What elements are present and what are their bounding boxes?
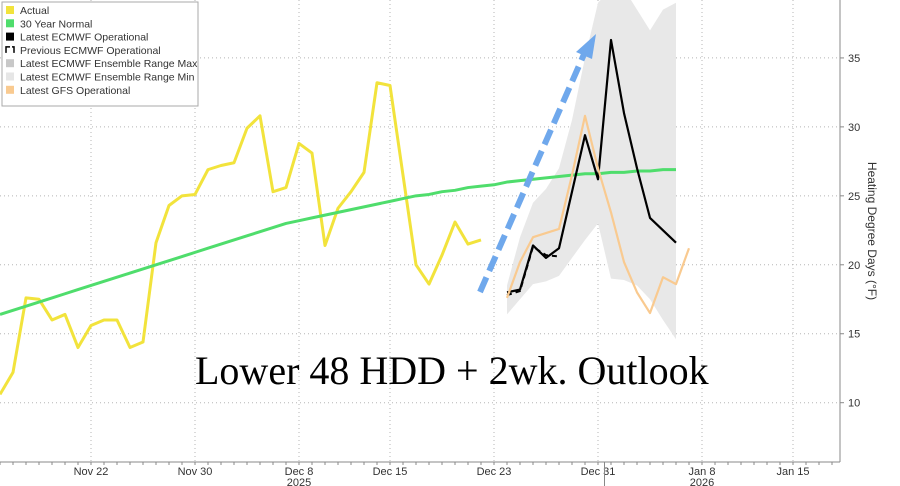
legend-swatch <box>6 59 14 68</box>
y-tick-label: 10 <box>848 398 860 410</box>
legend-swatch <box>6 32 14 41</box>
y-tick-label: 20 <box>848 260 860 272</box>
legend-label: Latest ECMWF Ensemble Range Max <box>20 58 198 70</box>
legend-label: 30 Year Normal <box>20 18 92 30</box>
legend-label: Latest ECMWF Ensemble Range Min <box>20 72 195 84</box>
x-tick-label: Dec 23 <box>477 466 512 478</box>
legend-swatch <box>6 6 14 14</box>
y-tick-label: 30 <box>848 122 860 134</box>
annotation: Lower 48 HDD + 2wk. Outlook <box>195 348 709 393</box>
legend-label: Previous ECMWF Operational <box>20 45 161 57</box>
x-tick-label: Dec 8 <box>285 466 314 478</box>
legend-box <box>1 1 199 107</box>
legend-label: Latest ECMWF Operational <box>20 32 148 44</box>
year-label: 2026 <box>690 477 714 486</box>
plot-area <box>0 0 691 396</box>
x-tick-label: Dec 15 <box>373 466 408 478</box>
year-label: 2025 <box>287 477 311 486</box>
legend-swatch <box>6 85 14 94</box>
series-line <box>506 38 677 294</box>
legend-label: Latest GFS Operational <box>20 85 130 97</box>
x-tick-label: Dec 31 <box>581 466 616 478</box>
x-tick-label: Jan 8 <box>689 466 716 478</box>
x-tick-label: Jan 15 <box>776 466 809 478</box>
series-line <box>505 114 691 315</box>
y-tick-label: 15 <box>848 329 860 341</box>
y-tick-label: 25 <box>848 191 860 203</box>
series-line <box>0 81 482 396</box>
legend-swatch <box>6 19 14 28</box>
legend-swatch <box>6 72 14 81</box>
trend-arrow <box>477 34 596 294</box>
legend-swatch <box>5 46 15 53</box>
y-axis-label: Heating Degree Days (°F) <box>865 162 879 300</box>
x-tick-label: Nov 22 <box>74 466 109 478</box>
series-line <box>0 168 676 316</box>
y-tick-label: 35 <box>848 53 860 65</box>
x-tick-label: Nov 30 <box>178 466 213 478</box>
legend-label: Actual <box>20 5 49 17</box>
series-line <box>506 245 560 297</box>
